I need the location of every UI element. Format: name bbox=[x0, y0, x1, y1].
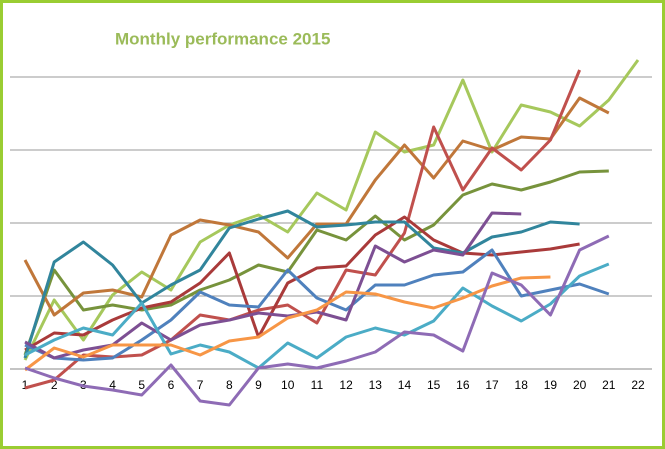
x-tick-label: 11 bbox=[311, 378, 324, 392]
x-tick-label: 2 bbox=[51, 378, 58, 392]
x-tick-label: 20 bbox=[573, 378, 587, 392]
x-tick-label: 22 bbox=[631, 378, 645, 392]
x-tick-label: 14 bbox=[398, 378, 412, 392]
x-tick-label: 18 bbox=[515, 378, 529, 392]
x-tick-label: 4 bbox=[109, 378, 116, 392]
series-line bbox=[24, 234, 610, 407]
x-tick-label: 12 bbox=[339, 378, 353, 392]
series-line bbox=[24, 262, 610, 370]
x-tick-label: 7 bbox=[197, 378, 204, 392]
x-tick-label: 16 bbox=[456, 378, 470, 392]
series-line bbox=[24, 275, 551, 372]
x-tick-label: 8 bbox=[226, 378, 233, 392]
x-tick-label: 19 bbox=[544, 378, 558, 392]
x-tick-label: 9 bbox=[255, 378, 262, 392]
series-line bbox=[23, 96, 610, 317]
x-tick-label: 21 bbox=[602, 378, 616, 392]
x-tick-label: 15 bbox=[427, 378, 441, 392]
x-tick-label: 17 bbox=[485, 378, 499, 392]
x-tick-label: 5 bbox=[138, 378, 145, 392]
x-tick-label: 13 bbox=[369, 378, 383, 392]
x-tick-label: 10 bbox=[281, 378, 295, 392]
series-line bbox=[23, 209, 580, 359]
series-line bbox=[23, 169, 609, 356]
x-tick-label: 6 bbox=[168, 378, 175, 392]
x-tick-label: 1 bbox=[22, 378, 29, 392]
chart-title: Monthly performance 2015 bbox=[115, 29, 330, 48]
